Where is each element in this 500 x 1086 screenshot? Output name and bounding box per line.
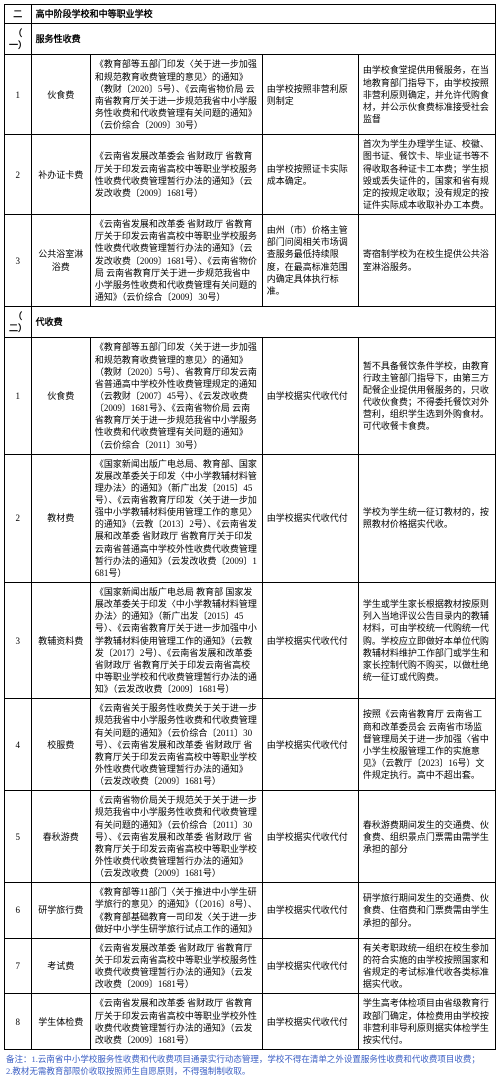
row-remark: 由学校食堂提供用餐服务，在当地教育部门指导下，由学校按照非营利原则确定，并允许代… <box>358 55 495 135</box>
row-idx: 8 <box>5 994 32 1050</box>
row-idx: 3 <box>5 583 32 699</box>
row-idx: 4 <box>5 699 32 791</box>
row-basis: 《教育部等五部门印发〈关于进一步加强和规范教育收费管理的意见〉的通知》（教财〔2… <box>90 338 262 454</box>
row-basis: 《教育部等五部门印发〈关于进一步加强和规范教育收费管理的意见〉的通知》（教财〔2… <box>90 55 262 135</box>
row-approval: 由学校按照非营利原则制定 <box>262 55 358 135</box>
row-name: 教辅资料费 <box>31 583 90 699</box>
row-remark: 学校为学生统一征订教材的，按照教材价格据实代收。 <box>358 454 495 582</box>
table-row: 1 伙食费 《教育部等五部门印发〈关于进一步加强和规范教育收费管理的意见〉的通知… <box>5 338 496 454</box>
row-basis: 《国家新闻出版广电总局、教育部、国家发展改革委关于印发〈中小学教辅材料管理办法〉… <box>90 454 262 582</box>
section-title: 高中阶段学校和中等职业学校 <box>31 5 495 24</box>
row-idx: 1 <box>5 338 32 454</box>
table-row: 3 公共浴室淋浴费 《云南省发展和改革委 省财政厅 省教育厅关于印发云南省高校中… <box>5 215 496 307</box>
sub1-row: （一） 服务性收费 <box>5 24 496 55</box>
row-name: 研学旅行费 <box>31 883 90 939</box>
row-approval: 由学校据实代收代付 <box>262 938 358 994</box>
row-basis: 《云南省关于服务性收费关于关于进一步规范我省中小学服务性收费和代收费管理有关问题… <box>90 699 262 791</box>
fee-table: 二 高中阶段学校和中等职业学校 （一） 服务性收费 1 伙食费 《教育部等五部门… <box>4 4 496 1050</box>
footnote-2: 2.教材无需教育部限价收取按照师生自愿原则，不得强制制收取。 <box>6 1066 494 1078</box>
row-idx: 5 <box>5 791 32 883</box>
sub2-num: （二） <box>5 307 32 338</box>
row-idx: 6 <box>5 883 32 939</box>
section-num: 二 <box>5 5 32 24</box>
row-name: 春秋游费 <box>31 791 90 883</box>
row-approval: 由学校据实代收代付 <box>262 454 358 582</box>
row-idx: 2 <box>5 454 32 582</box>
sub2-row: （二） 代收费 <box>5 307 496 338</box>
table-row: 8 学生体检费 《云南省发展和改革委 省财政厅 省教育厅关于印发云南省高校中等职… <box>5 994 496 1050</box>
row-basis: 《云南省发展和改革委 省财政厅 省教育厅关于印发云南省高校中等职业学校服务性收费… <box>90 215 262 307</box>
row-approval: 由学校据实代收代付 <box>262 883 358 939</box>
row-approval: 由州（市）价格主管部门问阅相关市场调查服务最低持续限度，在最高标准范围内确定具体… <box>262 215 358 307</box>
row-basis: 《云南省发展改革委 省财政厅 省教育厅关于印发云南省高校中等职业学校服务性收费代… <box>90 938 262 994</box>
sub2-title: 代收费 <box>31 307 495 338</box>
row-basis: 《云南省发展和改革委 省财政厅 省教育厅关于印发云南省高校中等职业学校外性收费代… <box>90 994 262 1050</box>
table-row: 6 研学旅行费 《教育部等11部门〈关于推进中小学生研学旅行的意见〉的通知》（〔… <box>5 883 496 939</box>
sub1-title: 服务性收费 <box>31 24 495 55</box>
row-remark: 春秋游费期间发生的交通费、伙食费、组织景点门票需由需学生承担的部分 <box>358 791 495 883</box>
table-row: 1 伙食费 《教育部等五部门印发〈关于进一步加强和规范教育收费管理的意见〉的通知… <box>5 55 496 135</box>
row-approval: 由学校据实代收代付 <box>262 699 358 791</box>
row-name: 伙食费 <box>31 55 90 135</box>
row-remark: 学生或学生家长根据教材按原则列入当地评议公告目录内的教辅材料，可由学校统一代购统… <box>358 583 495 699</box>
row-approval: 由学校按照证卡实际成本确定。 <box>262 135 358 215</box>
row-remark: 按照《云南省教育厅 云南省工商和改革委员会 云南省市场监督管理局关于进一步加强〈… <box>358 699 495 791</box>
row-basis: 《云南省物价局关于规范关于关于进一步规范我省中小学服务性收费和代收费管理有关问题… <box>90 791 262 883</box>
table-row: 5 春秋游费 《云南省物价局关于规范关于关于进一步规范我省中小学服务性收费和代收… <box>5 791 496 883</box>
row-approval: 由学校据实代收代付 <box>262 791 358 883</box>
row-remark: 研学旅行期间发生的交通费、伙食费、住宿费和门票费需由学生承担的部分。 <box>358 883 495 939</box>
footnotes: 备注：1.云南省中小学校服务性收费和代收费项目通录实行动态管理，学校不得在清单之… <box>4 1050 496 1082</box>
row-remark: 暂不具备餐饮条件学校，由教育行政主管部门指导下，由第三方配餐企业提供用餐服务的，… <box>358 338 495 454</box>
row-basis: 《教育部等11部门〈关于推进中小学生研学旅行的意见〉的通知》（〔2016〕8号）… <box>90 883 262 939</box>
footnote-1: 备注：1.云南省中小学校服务性收费和代收费项目通录实行动态管理，学校不得在清单之… <box>6 1054 494 1066</box>
table-row: 2 补办证卡费 《云南省发展改革委会 省财政厅 省教育厅关于印发云南省高校中等职… <box>5 135 496 215</box>
row-remark: 首次为学生办理学生证、校徽、图书证、餐饮卡、毕业证书等不得收取各种证卡工本费；学… <box>358 135 495 215</box>
row-name: 公共浴室淋浴费 <box>31 215 90 307</box>
row-name: 教材费 <box>31 454 90 582</box>
row-name: 校服费 <box>31 699 90 791</box>
row-remark: 有关考职政统一组织在校生参加的符合实施的由学校按照国家和省规定的考试标准代收各类… <box>358 938 495 994</box>
table-row: 4 校服费 《云南省关于服务性收费关于关于进一步规范我省中小学服务性收费和代收费… <box>5 699 496 791</box>
row-approval: 由学校据实代收代付 <box>262 583 358 699</box>
row-basis: 《国家新闻出版广电总局 教育部 国家发展改革委关于印发〈中小学教辅材料管理办法〉… <box>90 583 262 699</box>
header-row: 二 高中阶段学校和中等职业学校 <box>5 5 496 24</box>
row-idx: 3 <box>5 215 32 307</box>
row-name: 学生体检费 <box>31 994 90 1050</box>
table-row: 7 考试费 《云南省发展改革委 省财政厅 省教育厅关于印发云南省高校中等职业学校… <box>5 938 496 994</box>
row-idx: 1 <box>5 55 32 135</box>
table-row: 3 教辅资料费 《国家新闻出版广电总局 教育部 国家发展改革委关于印发〈中小学教… <box>5 583 496 699</box>
row-approval: 由学校据实代收代付 <box>262 338 358 454</box>
table-row: 2 教材费 《国家新闻出版广电总局、教育部、国家发展改革委关于印发〈中小学教辅材… <box>5 454 496 582</box>
row-name: 考试费 <box>31 938 90 994</box>
row-name: 补办证卡费 <box>31 135 90 215</box>
row-basis: 《云南省发展改革委会 省财政厅 省教育厅关于印发云南省高校中等职业学校服务性收费… <box>90 135 262 215</box>
row-idx: 2 <box>5 135 32 215</box>
row-remark: 学生高考体检项目由省级教育行政部门确定，体检费用由学校按非营利非导利原则据实体检… <box>358 994 495 1050</box>
row-idx: 7 <box>5 938 32 994</box>
row-approval: 由学校据实代收代付 <box>262 994 358 1050</box>
row-name: 伙食费 <box>31 338 90 454</box>
row-remark: 寄宿制学校为在校生提供公共浴室淋浴服务。 <box>358 215 495 307</box>
sub1-num: （一） <box>5 24 32 55</box>
